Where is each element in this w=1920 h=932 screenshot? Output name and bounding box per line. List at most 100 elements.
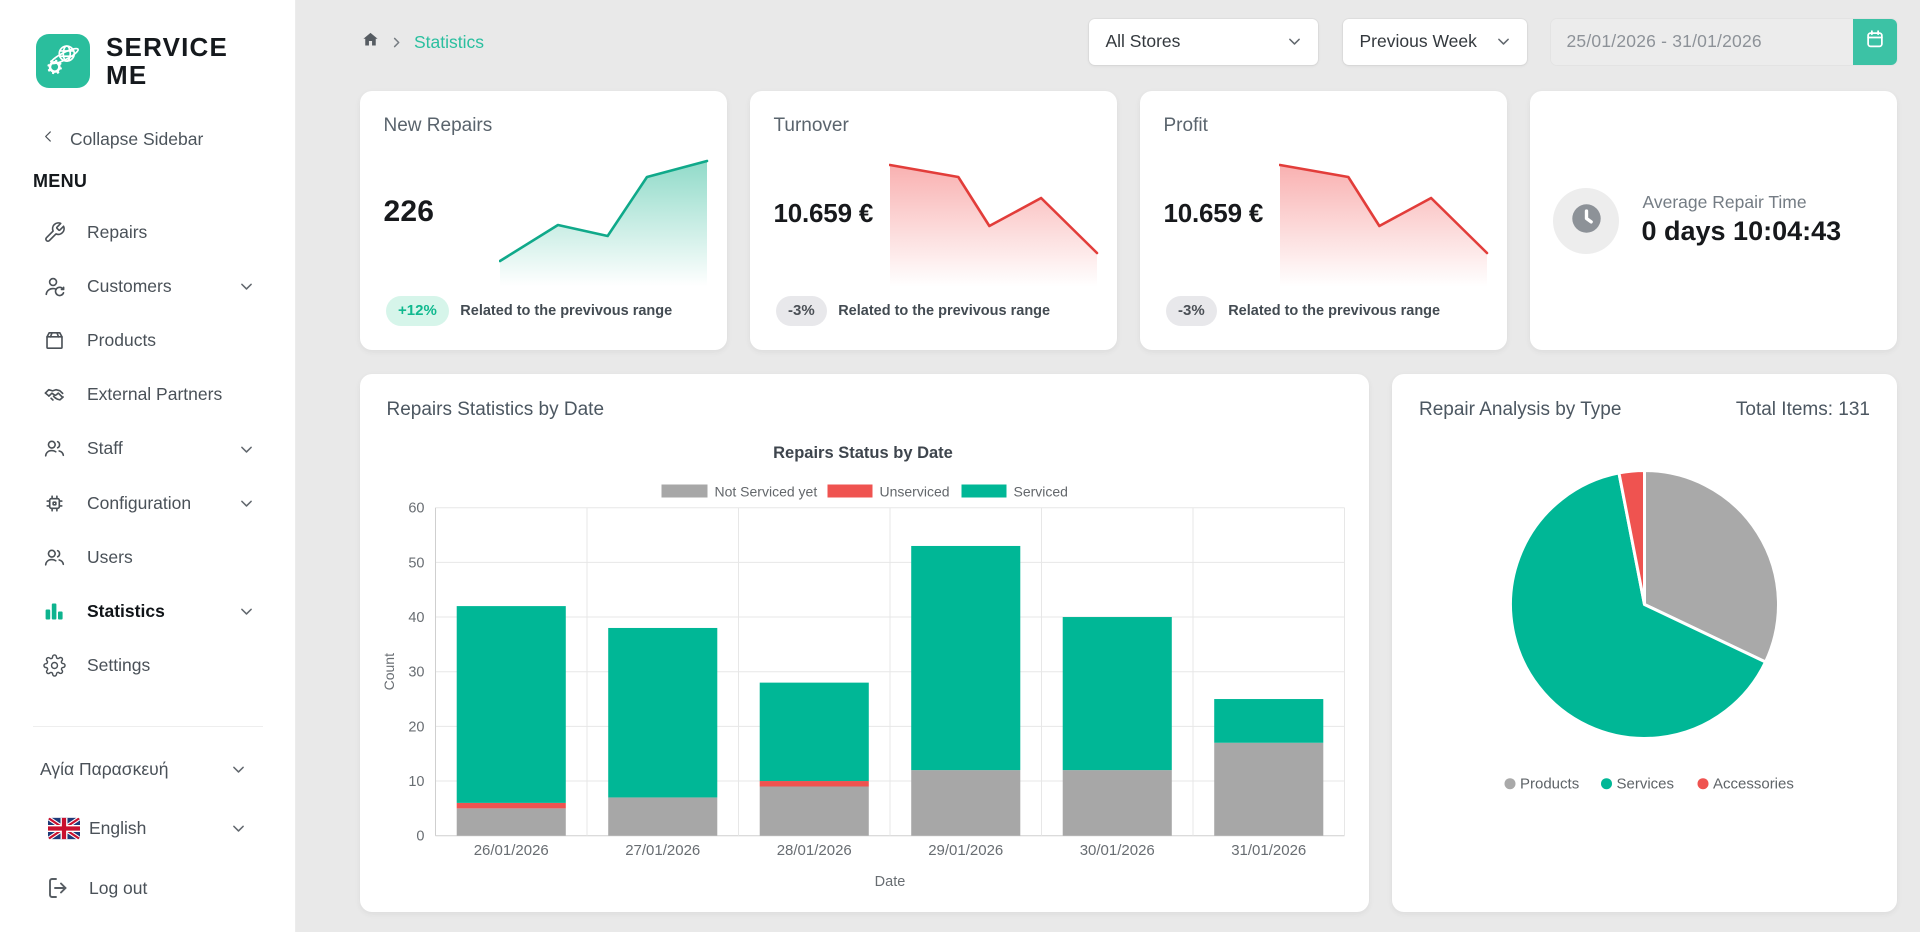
people-icon [42, 437, 66, 461]
logout-icon [46, 876, 70, 900]
bar-chart-icon [42, 599, 66, 623]
people-icon [42, 545, 66, 569]
logo[interactable]: SERVICE ME [36, 33, 228, 89]
sidebar-item-label: Configuration [87, 492, 192, 513]
svg-text:Count: Count [381, 652, 397, 689]
kpi-sparkline [498, 157, 709, 297]
sidebar-item-settings[interactable]: Settings [0, 639, 296, 693]
language-selector-label: English [89, 817, 147, 838]
average-repair-time-card: Average Repair Time 0 days 10:04:43 [1529, 90, 1897, 350]
chevron-down-icon [230, 820, 246, 836]
main-content: Statistics All Stores Previous Week 25/0… [296, 0, 1920, 932]
sidebar-item-customers[interactable]: Customers [0, 259, 296, 313]
kpi-footer: -3% Related to the previvous range [775, 295, 1051, 326]
pie-chart: Products Services Accessories [1392, 374, 1897, 912]
new-repairs-card: New Repairs 226 +12% Related to the previv… [359, 90, 727, 350]
menu-title: MENU [33, 171, 88, 191]
profit-card: Profit 10.659 € -3% Related to the previvo… [1139, 90, 1507, 350]
turnover-card: Turnover 10.659 € -3% Related to the previ… [749, 90, 1117, 350]
chevron-down-icon [238, 278, 254, 294]
kpi-value: 10.659 € [773, 197, 874, 228]
calendar-button[interactable] [1852, 18, 1897, 65]
kpi-badge: -3% [775, 295, 828, 326]
period-filter-dropdown[interactable]: Previous Week [1342, 18, 1527, 65]
svg-text:29/01/2026: 29/01/2026 [928, 842, 1003, 859]
svg-text:40: 40 [408, 610, 424, 626]
average-repair-time-value: 0 days 10:04:43 [1641, 215, 1842, 246]
svg-text:28/01/2026: 28/01/2026 [776, 842, 851, 859]
sidebar-item-external-partners[interactable]: External Partners [0, 368, 296, 422]
repair-analysis-card: Repair Analysis by Type Total Items: 131… [1392, 373, 1897, 912]
collapse-sidebar-button[interactable]: Collapse Sidebar [40, 126, 203, 152]
kpi-value: 226 [383, 194, 435, 228]
bar-chart: Repairs Status by Date Not Serviced yet Un… [360, 374, 1369, 912]
kpi-badge: -3% [1165, 295, 1218, 326]
chevron-down-icon [238, 441, 254, 457]
sidebar-item-users[interactable]: Users [0, 530, 296, 584]
svg-text:Products: Products [1520, 775, 1579, 792]
kpi-footer: -3% Related to the previvous range [1165, 295, 1441, 326]
breadcrumb-current[interactable]: Statistics [414, 31, 485, 52]
uk-flag-icon [48, 816, 80, 840]
date-range-picker: 25/01/2026 - 31/01/2026 [1550, 18, 1897, 65]
chevron-down-icon [1286, 33, 1303, 50]
chevron-right-icon [389, 35, 404, 50]
breadcrumb: Statistics [362, 31, 484, 53]
kpi-title: Turnover [773, 114, 849, 136]
repairs-statistics-card: Repairs Statistics by Date Repairs Statu… [359, 373, 1369, 912]
kpi-title: Profit [1163, 114, 1208, 136]
pie-card-total: Total Items: 131 [1735, 398, 1870, 420]
sidebar-item-statistics[interactable]: Statistics [0, 584, 296, 638]
collapse-sidebar-label: Collapse Sidebar [70, 128, 204, 149]
svg-text:Accessories: Accessories [1713, 775, 1794, 792]
sidebar-item-configuration[interactable]: Configuration [0, 476, 296, 530]
kpi-title: New Repairs [383, 114, 493, 136]
person-sync-icon [42, 274, 66, 298]
chevron-down-icon [1495, 33, 1512, 50]
date-range-input[interactable]: 25/01/2026 - 31/01/2026 [1550, 18, 1853, 65]
logo-planet-gear-icon [36, 34, 90, 88]
svg-text:Services: Services [1617, 775, 1675, 792]
svg-text:Serviced: Serviced [1013, 483, 1067, 499]
sidebar-item-label: Repairs [87, 221, 148, 242]
svg-text:10: 10 [408, 774, 424, 790]
language-selector[interactable]: English [0, 811, 296, 845]
svg-text:26/01/2026: 26/01/2026 [473, 842, 548, 859]
home-icon[interactable] [362, 31, 379, 53]
kpi-note: Related to the previvous range [1228, 302, 1441, 319]
svg-text:Not Serviced yet: Not Serviced yet [714, 483, 817, 499]
sidebar: SERVICE ME Collapse Sidebar MENU Repairs… [0, 0, 296, 932]
pie-card-title: Repair Analysis by Type [1419, 398, 1622, 420]
svg-text:0: 0 [416, 828, 424, 844]
svg-text:Unserviced: Unserviced [879, 483, 949, 499]
period-filter-value: Previous Week [1359, 31, 1477, 51]
sidebar-item-staff[interactable]: Staff [0, 422, 296, 476]
svg-text:31/01/2026: 31/01/2026 [1231, 842, 1306, 859]
wrench-icon [42, 220, 66, 244]
svg-text:30: 30 [408, 664, 424, 680]
kpi-footer: +12% Related to the previvous range [385, 295, 673, 326]
svg-text:60: 60 [408, 500, 424, 516]
sidebar-item-products[interactable]: Products [0, 313, 296, 367]
logout-button[interactable]: Log out [0, 871, 296, 905]
kpi-note: Related to the previvous range [460, 302, 673, 319]
store-selector[interactable]: Αγία Παρασκευή [0, 752, 296, 786]
calendar-icon [1864, 28, 1886, 55]
chip-icon [42, 491, 66, 515]
box-icon [42, 328, 66, 352]
kpi-value: 10.659 € [1163, 197, 1264, 228]
planet-gear-icon [43, 39, 83, 84]
svg-text:30/01/2026: 30/01/2026 [1079, 842, 1154, 859]
svg-text:Repairs Status by Date: Repairs Status by Date [773, 444, 953, 462]
sidebar-menu: Repairs Customers Products External Partner… [0, 205, 296, 693]
store-filter-dropdown[interactable]: All Stores [1088, 18, 1318, 65]
brand-line2: ME [106, 60, 148, 90]
chevron-left-icon [40, 128, 57, 150]
sidebar-item-label: Products [87, 329, 157, 350]
kpi-note: Related to the previvous range [838, 302, 1051, 319]
sidebar-item-label: Settings [87, 655, 151, 676]
clock-circle [1553, 188, 1619, 254]
logout-label: Log out [89, 877, 148, 898]
sidebar-item-repairs[interactable]: Repairs [0, 205, 296, 259]
